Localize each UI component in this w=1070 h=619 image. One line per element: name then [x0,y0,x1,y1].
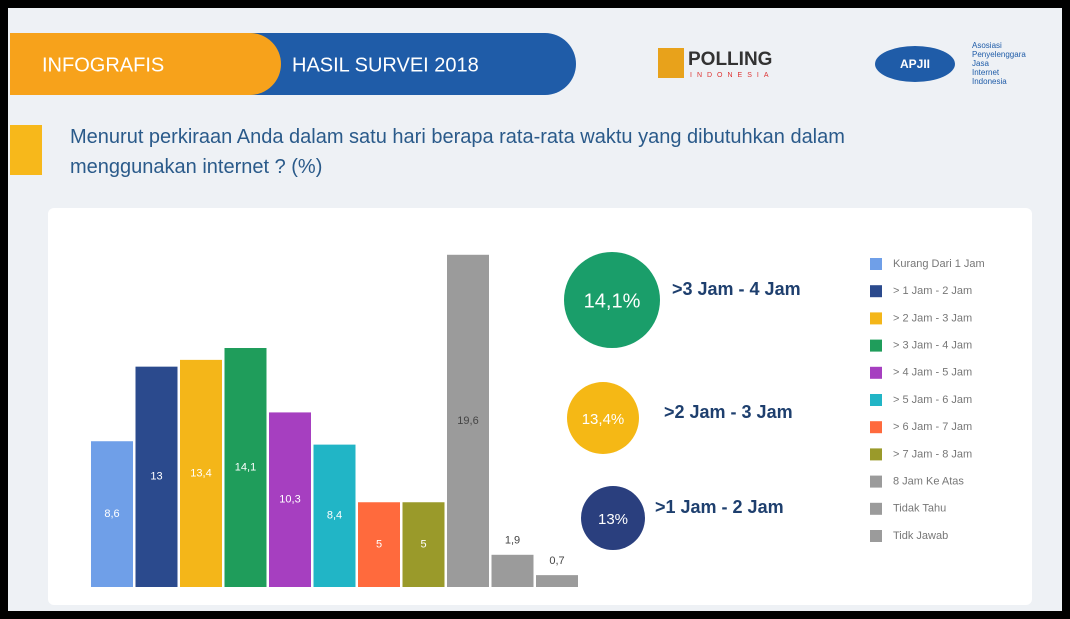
data-label: 13,4 [190,467,211,479]
bar [536,575,578,587]
logo-word: Penyelenggara [972,50,1026,59]
legend-swatch [870,421,882,434]
data-label: 14,1 [235,461,256,473]
legend-label: 8 Jam Ke Atas [893,476,964,488]
logo-word: Jasa [972,59,989,68]
legend-swatch [870,258,882,270]
legend-label: > 4 Jam - 5 Jam [893,367,972,379]
bar [491,554,534,587]
bar [313,444,356,587]
tab-label: HASIL SURVEI 2018 [292,54,479,76]
bar [269,412,311,587]
bar [447,254,489,587]
logo-words: AsosiasiPenyelenggaraJasaInternetIndones… [972,41,1026,86]
logo-text: APJII [900,57,930,71]
logo-text: POLLING [688,49,772,70]
highlight-value: 13% [598,511,628,528]
logo-sub: INDONESIA [690,72,774,79]
bar [402,502,445,587]
tab-orange [10,33,281,95]
highlight-text: >1 Jam - 2 Jam [655,497,784,517]
logo-word: Asosiasi [972,41,1002,50]
accent [10,125,42,175]
chart-title: Menurut perkiraan Anda dalam satu hari b… [70,126,845,178]
bar [358,502,400,587]
legend-swatch [870,475,882,488]
legend-label: > 6 Jam - 7 Jam [893,421,972,433]
highlight-value: 14,1% [584,290,641,312]
legend-label: > 5 Jam - 6 Jam [893,394,972,406]
highlight-circle [564,252,660,348]
highlight-circle [567,382,639,454]
legend-swatch [870,394,882,406]
data-label: 8,6 [104,508,119,520]
legend-swatch [870,285,882,298]
logo-word: Internet [972,68,1000,77]
bar [91,441,133,587]
data-label: 13 [150,471,162,483]
highlight-value: 13,4% [582,411,625,428]
legend-label: > 2 Jam - 3 Jam [893,312,972,324]
tab-label: INFOGRAFIS [42,54,164,76]
legend-swatch [870,312,882,325]
data-label: 10,3 [279,494,300,506]
legend-swatch [870,502,882,515]
data-label: 0,7 [549,555,564,567]
legend-swatch [870,339,882,352]
highlight-text: >3 Jam - 4 Jam [672,279,801,299]
legend-label: > 1 Jam - 2 Jam [893,285,972,297]
logo-word: Indonesia [972,77,1007,86]
bar [180,359,222,587]
bar [224,348,267,587]
legend-label: Tidk Jawab [893,530,948,542]
legend-label: Tidak Tahu [893,503,946,515]
bar [135,366,178,587]
highlight-circle [581,486,645,550]
data-label: 5 [420,539,426,551]
data-label: 5 [376,539,382,551]
legend-label: Kurang Dari 1 Jam [893,258,985,270]
data-label: 19,6 [457,415,478,427]
logo-icon [658,48,684,78]
legend-swatch [870,366,882,379]
legend-label: > 3 Jam - 4 Jam [893,340,972,352]
tab-blue [250,33,576,95]
data-label: 8,4 [327,510,342,522]
highlight-text: >2 Jam - 3 Jam [664,402,793,422]
legend-label: > 7 Jam - 8 Jam [893,448,972,460]
legend-swatch [870,448,882,461]
data-label: 1,9 [505,535,520,547]
legend-swatch [870,530,882,542]
logo-icon [875,46,955,82]
